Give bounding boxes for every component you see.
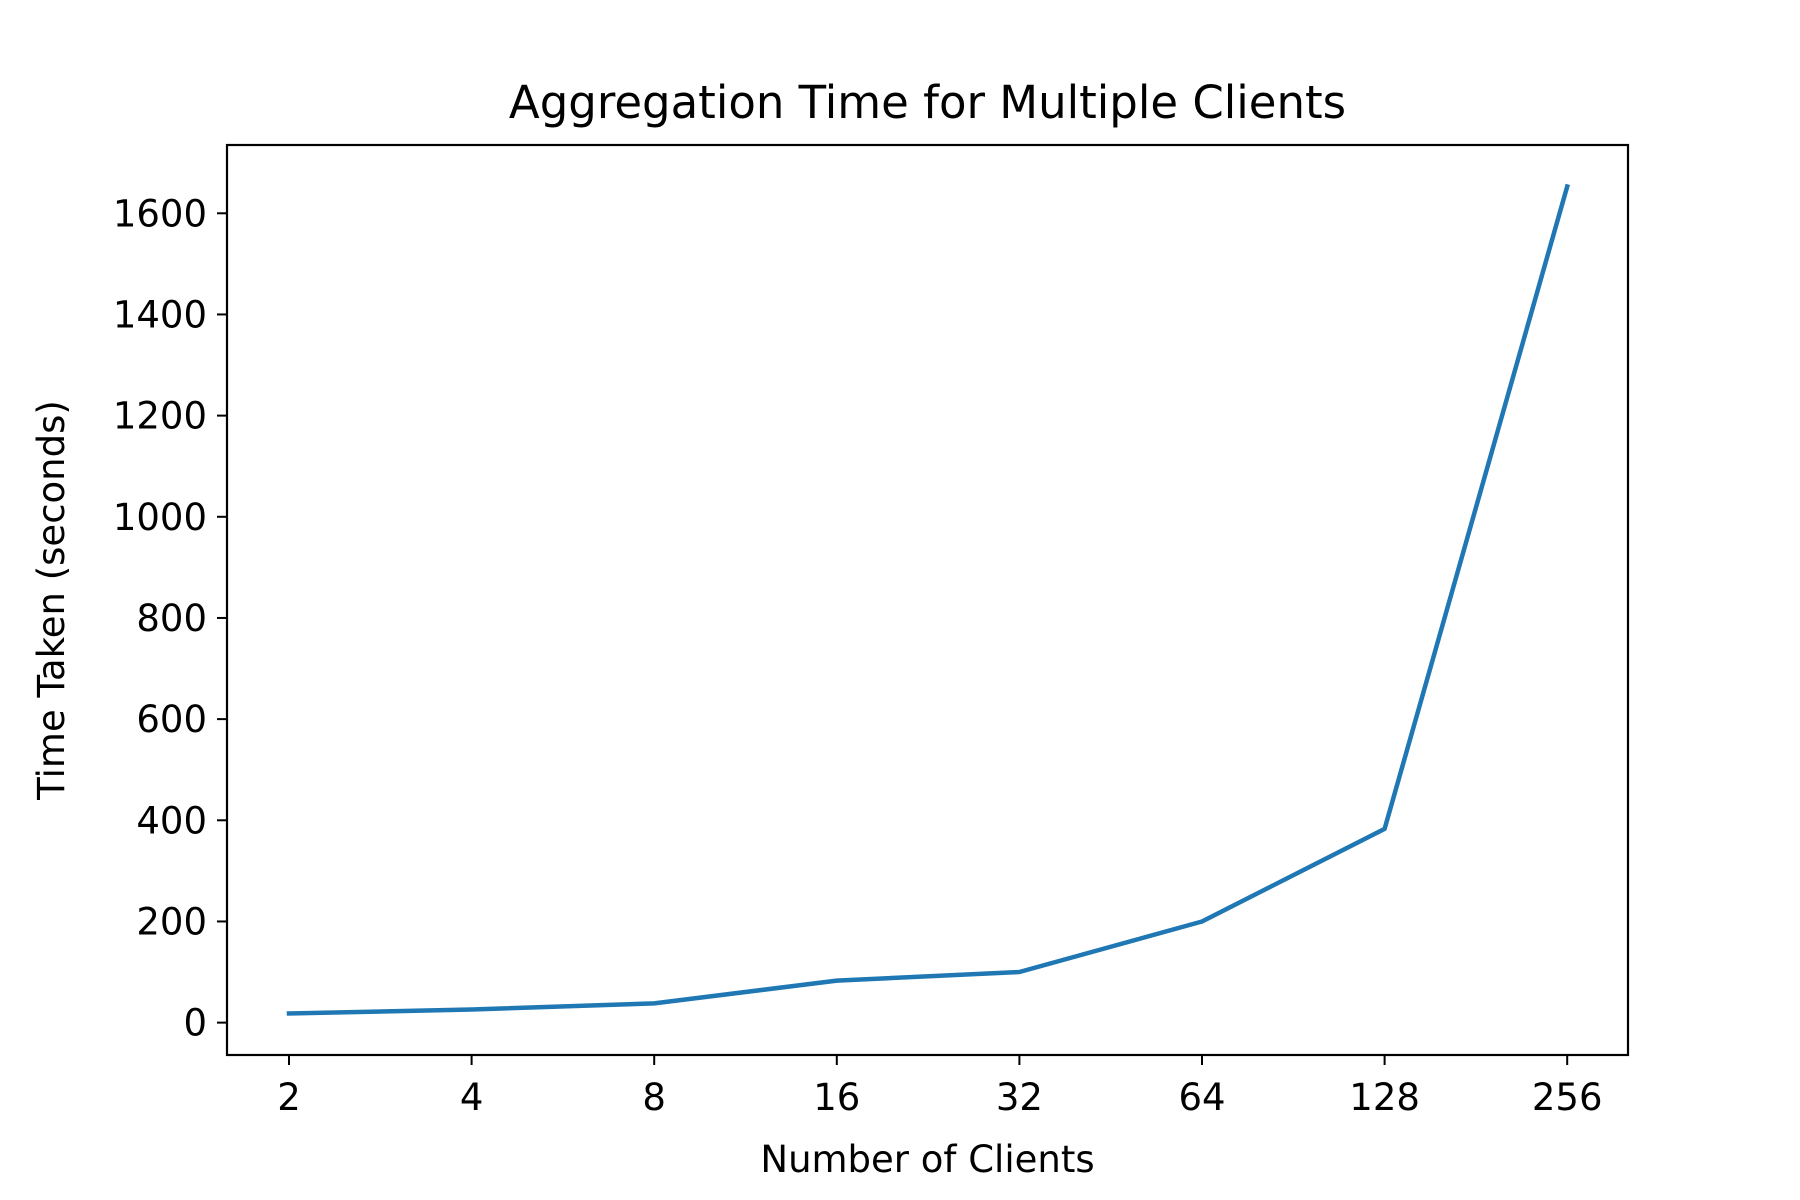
x-tick-label: 256 bbox=[1532, 1076, 1603, 1119]
chart-title: Aggregation Time for Multiple Clients bbox=[509, 76, 1346, 129]
x-axis-title: Number of Clients bbox=[760, 1138, 1094, 1181]
y-tick-label: 800 bbox=[136, 597, 207, 640]
y-ticks: 0 200 400 600 800 1000 1200 1400 1600 bbox=[113, 192, 227, 1045]
y-tick-label: 1600 bbox=[113, 192, 207, 235]
plot-frame bbox=[225, 143, 1630, 1057]
x-tick-label: 4 bbox=[460, 1076, 484, 1119]
y-tick-label: 1000 bbox=[113, 496, 207, 539]
y-tick-label: 1200 bbox=[113, 395, 207, 438]
y-tick-label: 1400 bbox=[113, 293, 207, 336]
y-tick-label: 600 bbox=[136, 698, 207, 741]
series-line bbox=[286, 183, 1570, 1016]
x-tick-label: 64 bbox=[1178, 1076, 1225, 1119]
y-tick-label: 400 bbox=[136, 799, 207, 842]
x-tick-label: 128 bbox=[1349, 1076, 1420, 1119]
y-axis-title: Time Taken (seconds) bbox=[30, 400, 73, 801]
x-tick-label: 2 bbox=[277, 1076, 301, 1119]
x-tick-label: 8 bbox=[642, 1076, 666, 1119]
x-ticks: 2 4 8 16 32 64 128 256 bbox=[277, 1055, 1603, 1119]
y-tick-label: 0 bbox=[183, 1002, 207, 1045]
y-tick-label: 200 bbox=[136, 900, 207, 943]
x-tick-label: 32 bbox=[996, 1076, 1043, 1119]
x-tick-label: 16 bbox=[813, 1076, 860, 1119]
data-series bbox=[286, 183, 1570, 1016]
